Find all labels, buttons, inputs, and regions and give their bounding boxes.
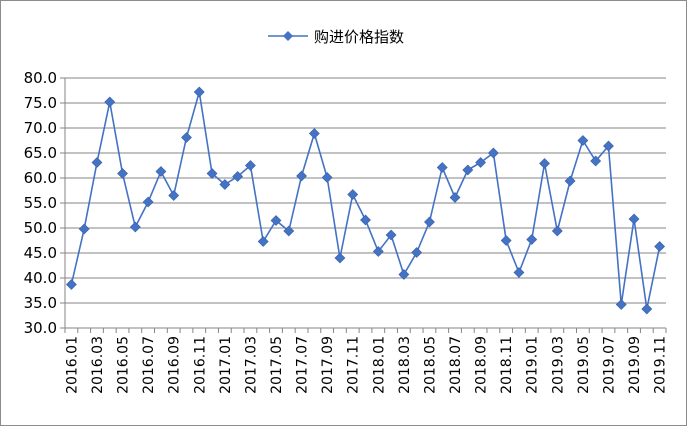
legend-marker-icon (283, 31, 293, 41)
x-tick-label: 2018.01 (371, 336, 387, 394)
data-point (436, 162, 448, 173)
x-tick-label: 2017.11 (346, 336, 362, 394)
y-tick-label: 45.0 (24, 244, 57, 262)
data-point (91, 157, 103, 168)
x-tick-label: 2019.01 (525, 336, 541, 394)
data-point (334, 252, 346, 264)
y-tick-label: 75.0 (24, 94, 57, 112)
x-tick-label: 2017.03 (243, 336, 259, 394)
data-point (168, 190, 180, 201)
data-point (78, 223, 90, 235)
data-point (398, 269, 410, 280)
data-point (654, 241, 666, 252)
data-point (65, 279, 77, 290)
data-point (513, 267, 525, 278)
x-tick-label: 2016.07 (141, 336, 157, 394)
data-point (449, 192, 461, 203)
y-tick-label: 65.0 (24, 144, 57, 162)
x-tick-label: 2018.03 (397, 336, 413, 394)
data-point (129, 221, 141, 233)
x-tick-label: 2018.11 (499, 336, 515, 394)
y-tick-label: 40.0 (24, 269, 57, 287)
data-point (181, 132, 192, 143)
data-point (283, 225, 295, 237)
data-point (539, 158, 550, 169)
data-point (206, 168, 218, 179)
data-point (142, 196, 154, 208)
data-point (257, 236, 269, 247)
y-tick-label: 55.0 (24, 194, 57, 212)
data-point (308, 128, 320, 139)
data-point (117, 168, 128, 179)
series-layer (65, 86, 666, 315)
x-tick-label: 2018.07 (448, 336, 464, 394)
y-tick-label: 60.0 (24, 169, 57, 187)
data-point (155, 166, 167, 177)
y-tick-label: 80.0 (24, 69, 57, 87)
x-axis-tick-labels: 2016.01 2016.03 2016.05 2016.07 2016.09 2016.… (64, 336, 668, 394)
data-point (385, 229, 397, 241)
x-tick-label: 2016.11 (192, 336, 208, 394)
data-point (347, 189, 359, 200)
data-point (270, 215, 282, 226)
data-point (372, 246, 384, 257)
x-tick-label: 2018.05 (422, 336, 438, 394)
data-point (551, 225, 563, 237)
data-point (590, 155, 602, 167)
x-tick-label: 2017.07 (295, 336, 311, 394)
data-point (500, 235, 512, 246)
x-tick-label: 2018.09 (474, 336, 490, 394)
x-tick-label: 2016.05 (116, 336, 132, 394)
legend-label: 购进价格指数 (314, 28, 404, 46)
x-tick-label: 2019.05 (576, 336, 592, 394)
data-point (193, 86, 205, 98)
x-tick-label: 2017.01 (218, 336, 234, 394)
data-point (487, 147, 499, 159)
x-tick-label: 2016.03 (90, 336, 106, 394)
data-point (628, 213, 640, 225)
data-point (615, 299, 627, 310)
data-point (232, 171, 244, 182)
data-point (411, 247, 423, 258)
data-point (475, 157, 487, 168)
x-tick-label: 2019.03 (550, 336, 566, 394)
data-point (564, 175, 576, 187)
x-tick-label: 2016.09 (167, 336, 183, 394)
data-point (296, 170, 307, 182)
data-point (641, 303, 653, 315)
data-point (424, 216, 435, 228)
y-tick-label: 35.0 (24, 294, 57, 312)
gridlines (65, 77, 666, 304)
y-tick-label: 30.0 (24, 319, 57, 337)
data-point (577, 135, 589, 146)
axes (60, 77, 667, 333)
data-point (321, 172, 333, 183)
data-point (104, 96, 116, 108)
series-line (70, 91, 661, 310)
data-point (360, 214, 371, 226)
data-point (244, 160, 256, 171)
legend: 购进价格指数 (268, 28, 404, 46)
x-tick-label: 2019.07 (601, 336, 617, 394)
x-tick-label: 2017.09 (320, 336, 336, 394)
y-axis-tick-labels: 30.0 35.0 40.0 45.0 50.0 55.0 60.0 65.0 70.0 75.0… (24, 69, 57, 337)
x-tick-label: 2017.05 (269, 336, 285, 394)
data-point (603, 140, 614, 152)
x-tick-label: 2016.01 (64, 336, 80, 394)
data-point (462, 164, 474, 176)
data-point (526, 234, 538, 245)
y-tick-label: 50.0 (24, 219, 57, 237)
x-tick-label: 2019.09 (627, 336, 643, 394)
y-tick-label: 70.0 (24, 119, 57, 137)
x-tick-label: 2019.11 (653, 336, 669, 394)
data-point (219, 179, 231, 190)
